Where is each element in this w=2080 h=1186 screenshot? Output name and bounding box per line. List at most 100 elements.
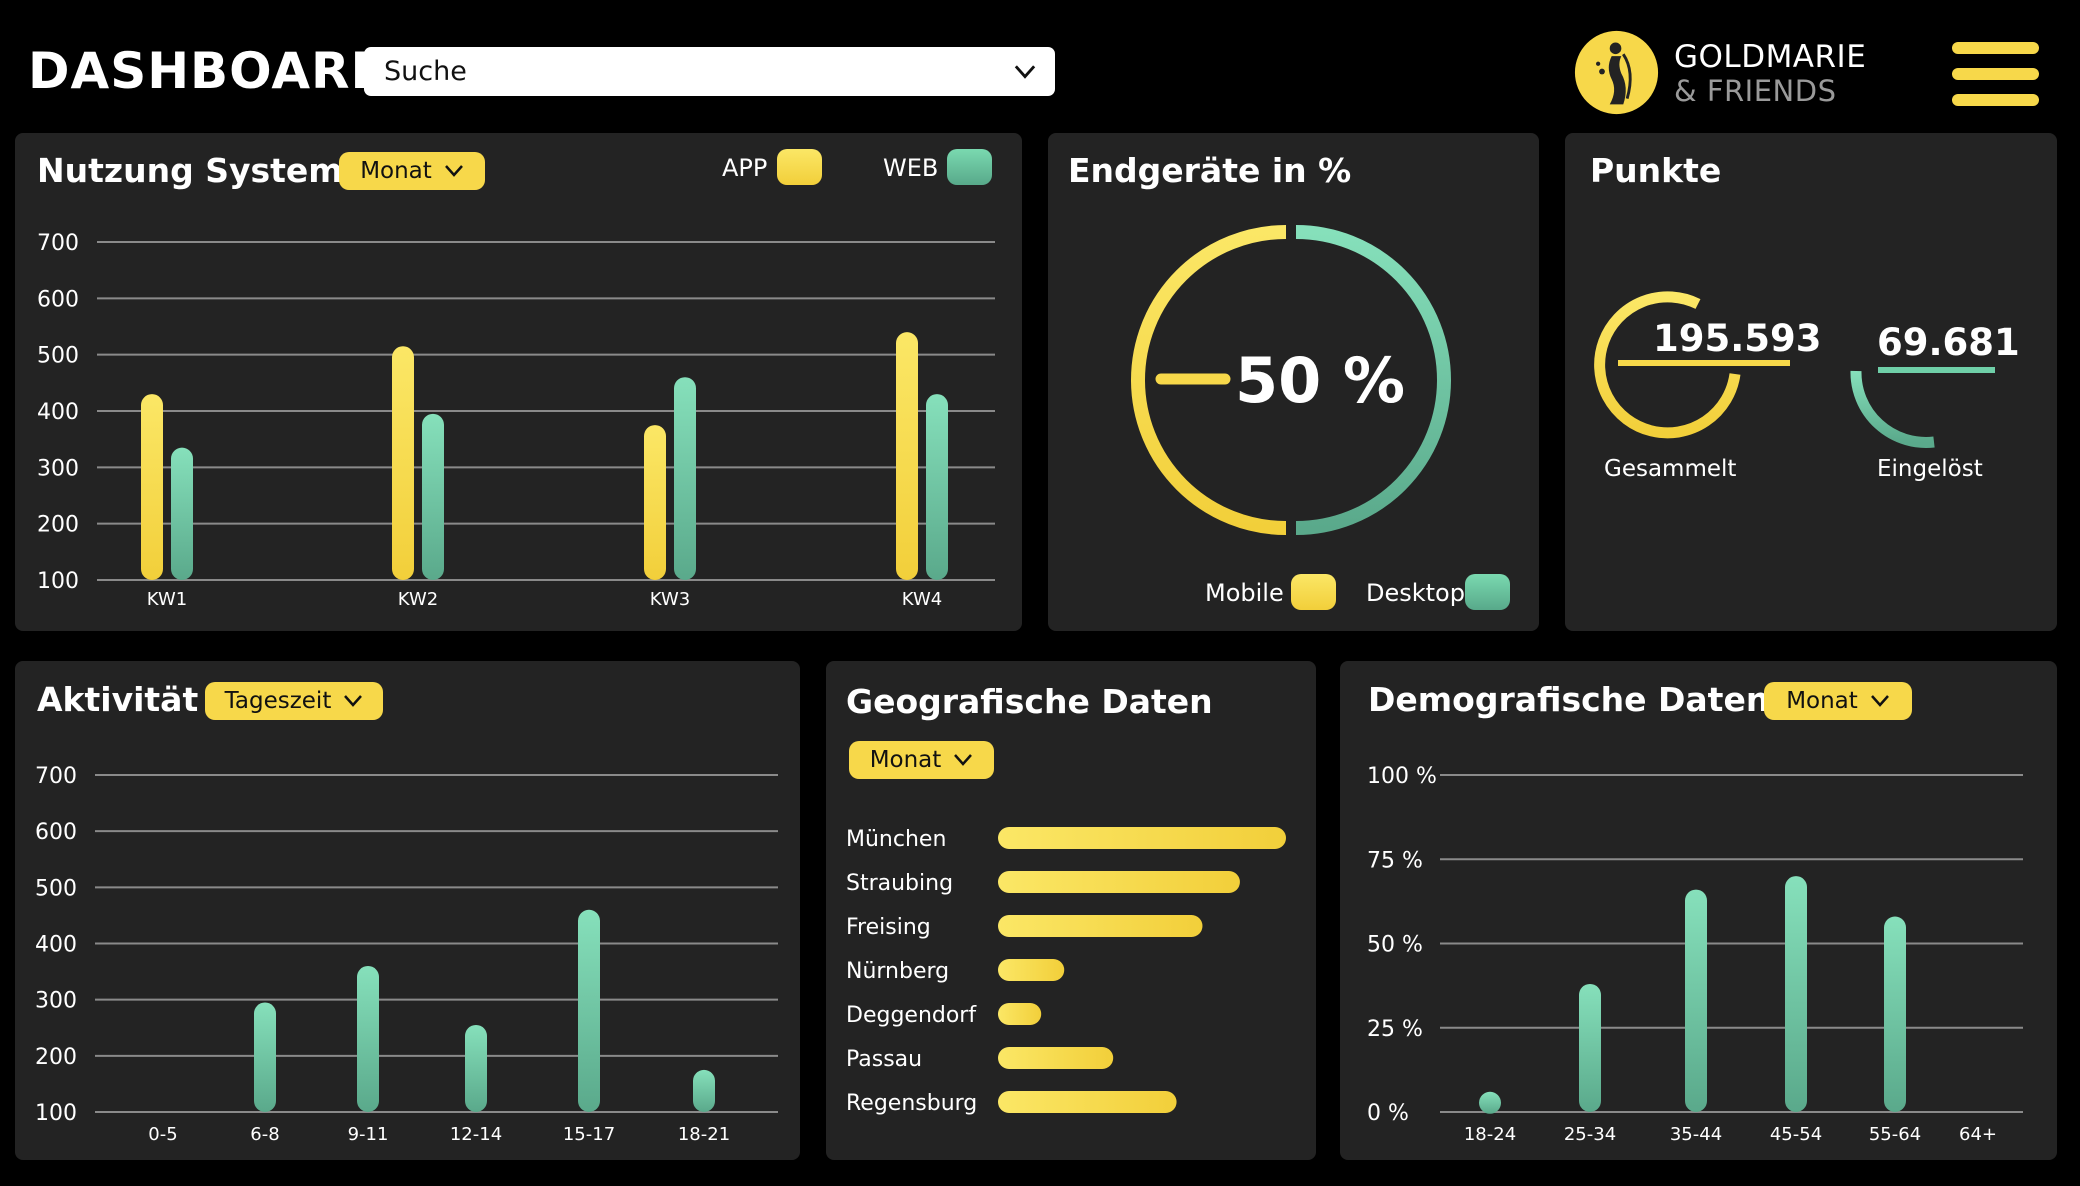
y-tick-label: 700 (35, 764, 77, 789)
geo-hbar-chart: München Straubing Freising Nürnberg Deggendo… (846, 827, 1286, 1116)
x-tick-label: KW4 (902, 589, 942, 610)
bar-app (896, 332, 918, 580)
y-tick-label: 100 (37, 569, 79, 594)
bar-values (1579, 983, 1601, 1112)
bar-values (693, 1069, 715, 1112)
x-tick-label: 55-64 (1869, 1124, 1921, 1145)
geo-city-label: Nürnberg (846, 959, 949, 984)
bar-app (392, 346, 414, 580)
brand-name: GOLDMARIE (1674, 39, 1867, 75)
bar-values (465, 1024, 487, 1112)
x-tick-label: 6-8 (250, 1124, 279, 1145)
activity-bar-chart: 700 600 500 400 300 200 100 0-5 6-8 9-11 12-14 15-1… (35, 764, 778, 1145)
y-tick-label: 700 (37, 231, 79, 256)
usage-bar-chart: 700 600 500 400 300 200 100 KW1 KW2 KW3 KW4 (37, 231, 995, 610)
x-tick-label: KW3 (650, 589, 690, 610)
panel-demografische-daten: Demografische Daten Monat 100 % 75 % 50 % 2… (1340, 661, 2057, 1160)
bar-web (674, 377, 696, 580)
y-tick-label: 200 (35, 1045, 77, 1070)
geo-bar (998, 1047, 1114, 1069)
panel-aktivitaet: Aktivität Tageszeit 700 600 500 400 300 200 10… (15, 661, 800, 1160)
panel-title: Aktivität (37, 680, 199, 719)
y-tick-label: 100 % (1367, 764, 1437, 789)
x-tick-label: 0-5 (148, 1124, 177, 1145)
y-tick-label: 500 (37, 344, 79, 369)
legend-app-swatch (777, 149, 822, 185)
period-dropdown[interactable]: Monat (849, 741, 994, 779)
geo-bar (998, 959, 1065, 981)
bar-app (141, 394, 163, 580)
chevron-down-icon (954, 754, 973, 766)
legend-desktop-label: Desktop (1366, 579, 1465, 607)
page-title: DASHBOARD (28, 42, 394, 100)
legend-mobile-label: Mobile (1205, 579, 1284, 607)
geo-bar (998, 827, 1286, 849)
legend-app-label: APP (722, 154, 768, 182)
bar-app (644, 425, 666, 580)
chevron-down-icon (1870, 695, 1889, 707)
y-tick-label: 100 (35, 1101, 77, 1126)
geo-city-label: Passau (846, 1047, 922, 1072)
harp-figure-icon (1574, 30, 1659, 115)
brand-subline: & FRIENDS (1674, 74, 1837, 108)
y-tick-label: 600 (37, 287, 79, 312)
search-input[interactable]: Suche (384, 56, 467, 87)
geo-bar (998, 871, 1240, 893)
legend-web-swatch (947, 149, 992, 185)
dropdown-label: Tageszeit (224, 688, 332, 714)
gesammelt-value: 195.593 (1653, 317, 1822, 360)
bar-web (171, 447, 193, 580)
chevron-down-icon (444, 165, 463, 177)
demographic-bar-chart: 100 % 75 % 50 % 25 % 0 % 18-24 25-34 35-44 45-54… (1367, 764, 2023, 1145)
gauge-eingeloest-arc (1850, 370, 1935, 448)
period-dropdown[interactable]: Monat (339, 152, 485, 190)
brand-logo[interactable]: GOLDMARIE & FRIENDS (1573, 29, 1873, 119)
eingeloest-value: 69.681 (1877, 321, 2020, 364)
geo-city-label: Regensburg (846, 1091, 977, 1116)
device-ring-chart (1131, 225, 1451, 535)
search-select[interactable]: Suche (364, 47, 1055, 96)
y-tick-label: 300 (37, 456, 79, 481)
x-tick-label: 18-24 (1464, 1124, 1516, 1145)
y-tick-label: 300 (35, 989, 77, 1014)
panel-punkte: Punkte 195.593 Gesammelt 69.681 Eingelös… (1565, 133, 2057, 631)
time-of-day-dropdown[interactable]: Tageszeit (205, 682, 383, 720)
y-tick-label: 200 (37, 513, 79, 538)
x-tick-label: KW1 (147, 589, 187, 610)
y-tick-label: 500 (35, 876, 77, 901)
x-tick-label: 45-54 (1770, 1124, 1822, 1145)
geo-city-label: Straubing (846, 871, 953, 896)
y-tick-label: 400 (37, 400, 79, 425)
dropdown-label: Monat (869, 747, 942, 773)
x-tick-label: 15-17 (563, 1124, 615, 1145)
gauge-gesammelt-arc (1594, 291, 1741, 439)
geo-bar (998, 1003, 1042, 1025)
panel-geografische-daten: Geografische Daten Monat München Straubin… (826, 661, 1316, 1160)
geo-bar (998, 1091, 1177, 1113)
hamburger-menu-icon[interactable] (1952, 42, 2039, 106)
x-tick-label: 18-21 (678, 1124, 730, 1145)
points-gauges (1594, 291, 1995, 448)
chevron-down-icon[interactable] (1013, 64, 1037, 80)
period-dropdown[interactable]: Monat (1764, 682, 1912, 720)
bar-values (1884, 916, 1906, 1112)
ring-center-value: 50 % (1235, 344, 1405, 417)
ring-segment-mobile (1131, 225, 1287, 535)
geo-city-label: Freising (846, 915, 931, 940)
y-tick-label: 75 % (1367, 848, 1423, 873)
y-tick-label: 400 (35, 933, 77, 958)
panel-title: Nutzung System (37, 151, 343, 190)
panel-title: Endgeräte in % (1068, 151, 1352, 190)
geo-city-label: München (846, 827, 946, 852)
bar-values (254, 1002, 276, 1112)
legend-mobile-swatch (1291, 574, 1336, 610)
panel-title: Demografische Daten (1368, 680, 1770, 719)
bar-values (1479, 1091, 1501, 1114)
x-tick-label: 12-14 (450, 1124, 502, 1145)
geo-bar (998, 915, 1203, 937)
y-tick-label: 600 (35, 820, 77, 845)
y-tick-label: 0 % (1367, 1101, 1409, 1126)
bar-values (1785, 876, 1807, 1112)
gesammelt-label: Gesammelt (1604, 456, 1737, 482)
eingeloest-label: Eingelöst (1877, 456, 1983, 482)
